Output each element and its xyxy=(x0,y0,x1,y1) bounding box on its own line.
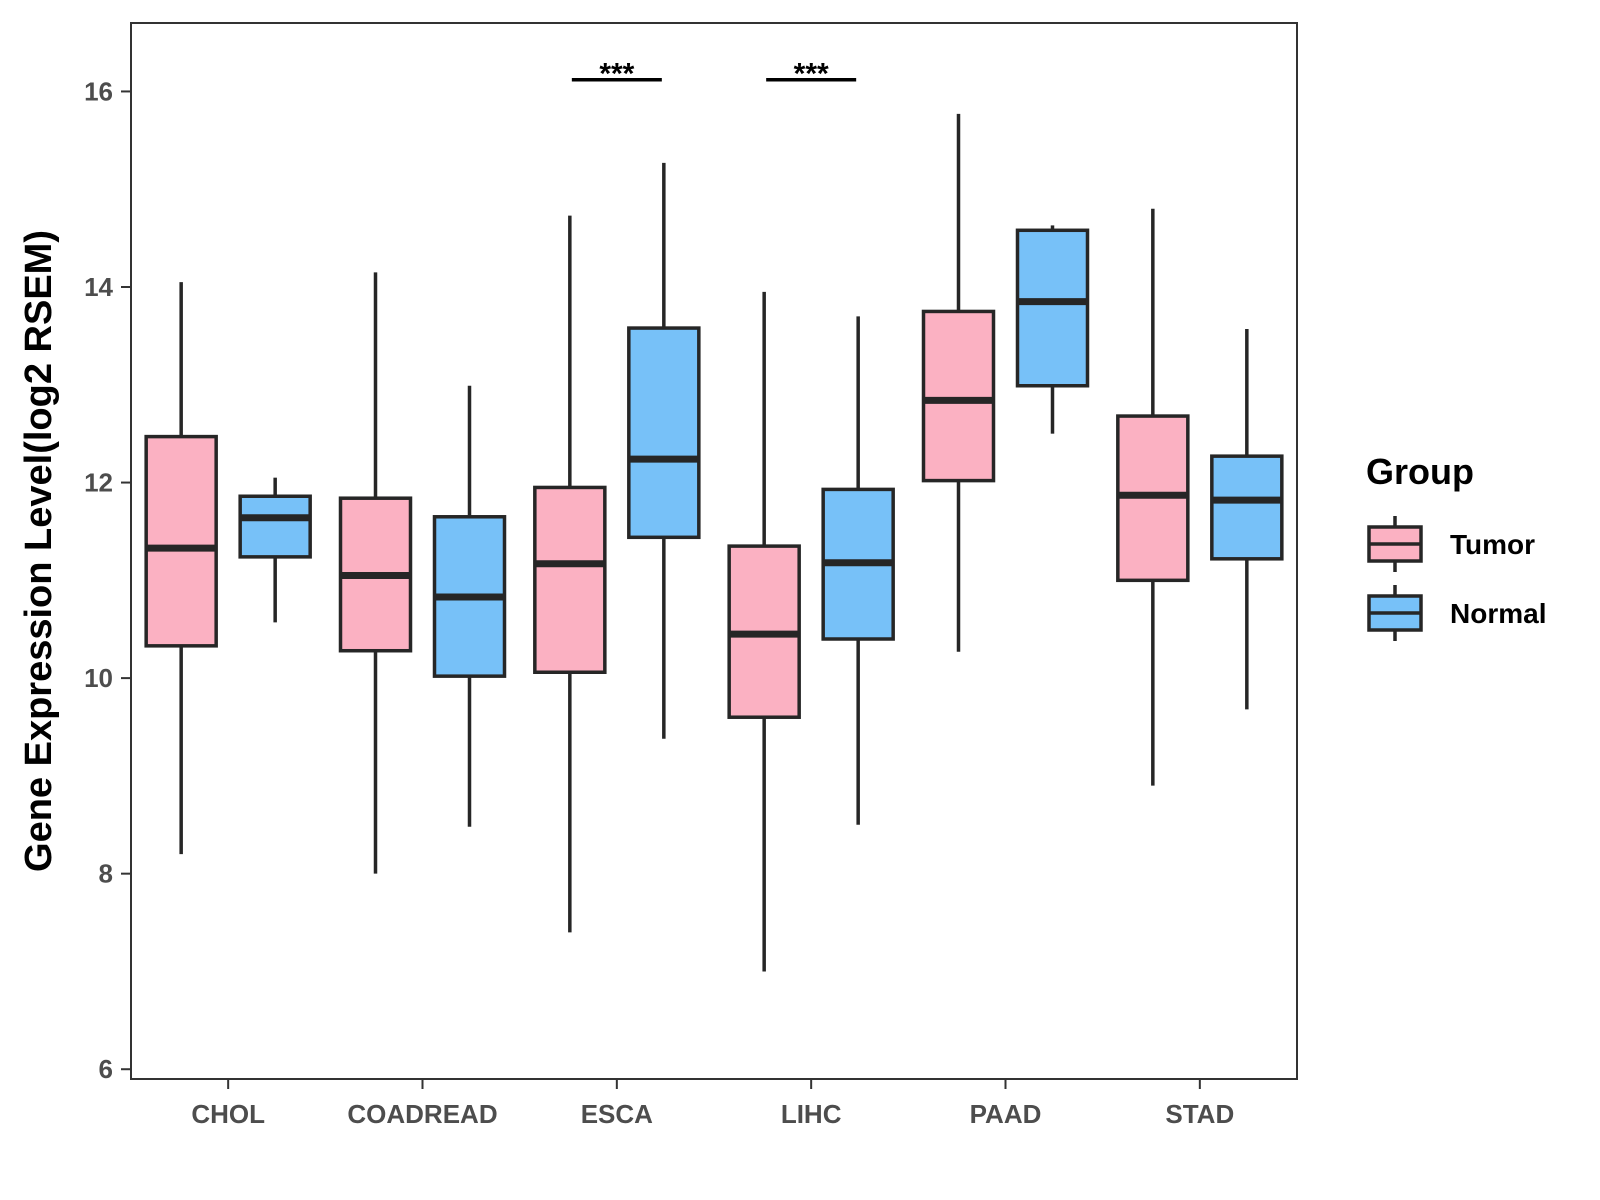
box-stad-tumor xyxy=(1116,208,1190,786)
significance-label: *** xyxy=(599,58,634,91)
x-axis: CHOL COADREAD ESCA LIHC PAAD STAD xyxy=(191,1079,1234,1129)
box-paad-normal xyxy=(1015,225,1090,434)
box-iqr xyxy=(627,326,701,540)
plot-panel-border xyxy=(130,22,1298,1080)
box-esca-normal xyxy=(627,162,701,739)
y-tick-label: 8 xyxy=(99,859,113,889)
legend-item-tumor: Tumor xyxy=(1367,516,1535,572)
legend-label: Normal xyxy=(1450,598,1546,629)
legend: Group Tumor Normal xyxy=(1366,451,1546,641)
box-chol-tumor xyxy=(144,282,218,855)
box-coadread-tumor xyxy=(338,272,413,874)
box-group xyxy=(144,113,1284,972)
box-iqr xyxy=(533,485,607,674)
x-tick-label: CHOL xyxy=(191,1099,265,1129)
significance-label: *** xyxy=(794,58,829,91)
x-tick-label: ESCA xyxy=(581,1099,653,1129)
legend-title: Group xyxy=(1366,451,1474,492)
box-esca-tumor xyxy=(533,215,607,933)
box-iqr xyxy=(1210,454,1284,561)
box-stad-normal xyxy=(1210,329,1284,710)
x-tick-label: LIHC xyxy=(781,1099,842,1129)
x-tick-label: STAD xyxy=(1165,1099,1234,1129)
legend-label: Tumor xyxy=(1450,529,1535,560)
box-iqr xyxy=(238,494,312,559)
box-paad-tumor xyxy=(921,113,996,652)
y-tick-label: 10 xyxy=(84,663,113,693)
x-tick-label: COADREAD xyxy=(347,1099,497,1129)
significance-annotations: *** *** xyxy=(571,58,857,91)
y-tick-label: 12 xyxy=(84,468,113,498)
y-tick-label: 16 xyxy=(84,76,113,106)
box-iqr xyxy=(144,434,218,648)
y-tick-label: 14 xyxy=(84,272,113,302)
box-chol-normal xyxy=(238,477,312,623)
y-tick-label: 6 xyxy=(99,1054,113,1084)
box-iqr xyxy=(1015,228,1090,388)
x-tick-label: PAAD xyxy=(970,1099,1042,1129)
y-axis-title: Gene Expression Level(log2 RSEM) xyxy=(18,230,60,872)
box-lihc-normal xyxy=(821,316,895,825)
y-axis: 6 8 10 12 14 16 xyxy=(84,76,131,1084)
box-coadread-normal xyxy=(432,385,507,827)
box-iqr xyxy=(921,309,996,483)
box-lihc-tumor xyxy=(727,291,801,972)
legend-item-normal: Normal xyxy=(1367,585,1546,641)
